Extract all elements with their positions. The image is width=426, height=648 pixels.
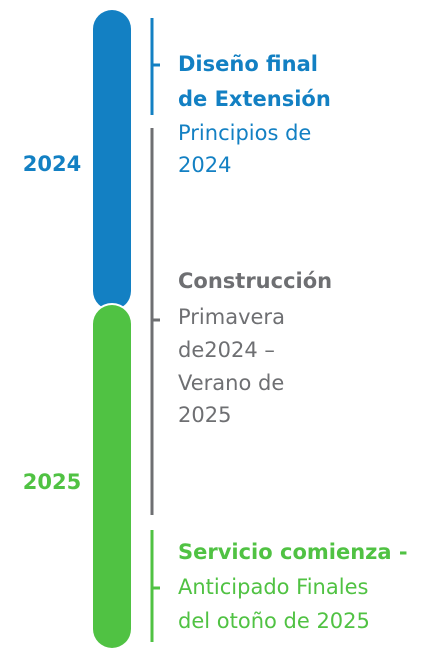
event-title: Servicio comienza - (178, 540, 408, 564)
bracket (150, 128, 160, 515)
event-title: Construcción (178, 269, 332, 293)
event-date: del otoño de 2025 (178, 609, 370, 633)
event-date: 2024 (178, 153, 231, 177)
event-date: Principios de (178, 121, 311, 145)
bracket (150, 18, 160, 115)
brackets (150, 18, 160, 642)
year-bar-2024 (93, 10, 131, 310)
event-date: 2025 (178, 403, 231, 427)
event-title: Diseño final (178, 52, 318, 76)
year-label: 2024 (23, 152, 81, 176)
event-date: Verano de (178, 371, 284, 395)
year-bar-2025 (93, 305, 131, 648)
event-date: Anticipado Finales (178, 575, 368, 599)
bracket (150, 530, 160, 642)
event-date: de2024 – (178, 338, 275, 362)
event-title: de Extensión (178, 87, 331, 111)
year-label: 2025 (23, 470, 81, 494)
event-date: Primavera (178, 305, 285, 329)
